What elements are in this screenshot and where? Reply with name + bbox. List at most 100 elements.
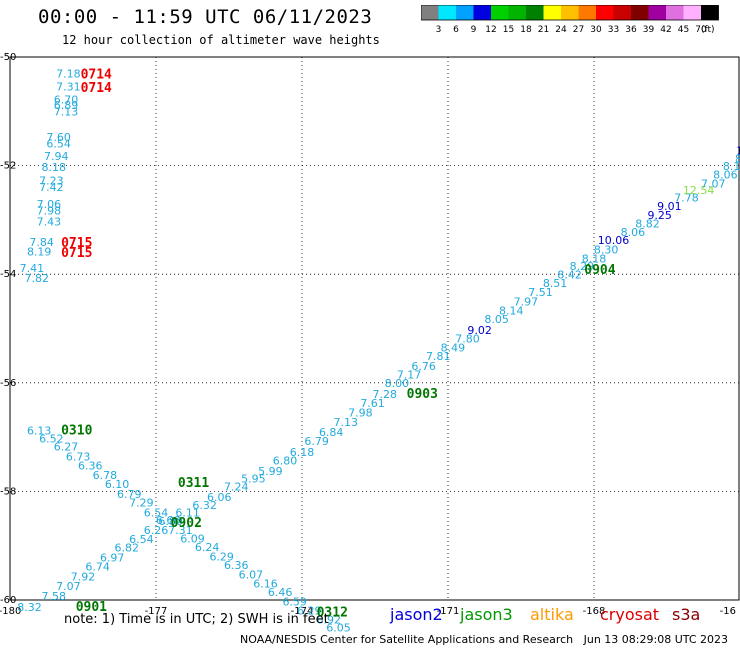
wave-height-value: 6.59 [282,595,307,608]
colorbar-swatch [701,5,719,20]
wave-height-value: 7.98 [348,406,373,419]
wave-height-value: 6.36 [78,460,103,473]
colorbar-label: 42 [660,25,671,35]
colorbar-swatch [648,5,666,20]
wave-height-value: 6.27 [54,441,79,454]
legend-jason2: jason2 [390,605,443,624]
wave-height-value: 6.13 [27,424,52,437]
wave-height-value: 6.54 [144,506,169,519]
wave-height-value: 8.05 [484,313,509,326]
page-title: 00:00 - 11:59 UTC 06/11/2023 [38,6,373,28]
colorbar-label: 9 [471,25,477,35]
wave-height-value: 8.32 [17,601,42,614]
wave-height-value: 7.31 [56,81,81,94]
pass-time-label: 0310 [61,423,92,438]
colorbar-swatch [631,5,649,20]
wave-height-value: 7.31 [168,524,193,537]
wave-height-value: 7.07 [701,177,726,190]
pass-time-label: 0715 [61,246,92,261]
pass-time-label: 0903 [407,387,438,402]
wave-height-value: 6.70 [54,94,79,107]
wave-height-value: 10.06 [598,234,630,247]
colorbar-swatch [683,5,701,20]
pass-time-label: 0901 [76,600,107,615]
wave-height-value: 6.54 [129,533,154,546]
wave-height-value: 6.80 [273,454,298,467]
wave-height-value: 6.80 [158,515,183,528]
wave-height-value: 7.92 [71,570,96,583]
wave-height-value: 8.14 [499,304,524,317]
colorbar-label: 70 [695,25,707,35]
y-tick-label: -60 [0,595,16,606]
wave-height-value: 7.42 [39,181,64,194]
wave-height-value: 6.76 [411,360,436,373]
wave-height-value: 7.28 [372,388,397,401]
legend-s3a: s3a [672,605,701,624]
pass-time-label: 0714 [81,81,112,96]
wave-height-value: 6.18 [290,446,315,459]
wave-height-value: 6.97 [100,551,125,564]
wave-height-value: 6.78 [93,469,118,482]
wave-height-value: 6.29 [297,605,322,618]
wave-height-value: 6.16 [253,578,278,591]
wave-height-value: 7.82 [25,272,50,285]
colorbar-swatch [578,5,596,20]
wave-height-value: 8.51 [543,277,568,290]
wave-height-value: 8.65 [735,152,740,165]
wave-height-value: 6.79 [304,435,329,448]
colorbar-label: 33 [608,25,619,35]
wave-height-value: 11.66 [736,145,740,158]
wave-height-value: 8.18 [42,161,67,174]
colorbar-swatch [491,5,509,20]
credit-line: NOAA/NESDIS Center for Satellite Applica… [240,633,729,646]
x-tick-label: -180 [0,606,21,617]
pass-time-label: 0311 [178,476,209,491]
wave-height-value: 6.26 [144,524,169,537]
colorbar-swatch [596,5,614,20]
wave-height-value: 8.00 [385,377,410,390]
colorbar-label: 18 [520,25,532,35]
wave-height-value: 8.06 [621,226,646,239]
colorbar-swatch [508,5,526,20]
wave-height-value: 7.06 [37,198,62,211]
wave-height-value: 7.84 [29,236,54,249]
colorbar-label: 36 [625,25,637,35]
wave-height-value: 6.54 [46,138,71,151]
colorbar-label: 15 [503,25,514,35]
wave-height-value: 7.51 [528,286,553,299]
y-tick-label: -56 [0,378,16,389]
wave-height-value: 9.25 [647,209,672,222]
wave-height-value: 6.11 [175,506,200,519]
wave-height-value: 7.13 [334,416,359,429]
footer-note: note: 1) Time is in UTC; 2) SWH is in fe… [64,612,329,627]
colorbar-swatch [561,5,579,20]
x-tick-label: -177 [145,606,168,617]
wave-height-value: 6.29 [209,550,234,563]
wave-height-value: 6.89 [54,99,79,112]
wave-height-value: 6.06 [207,491,232,504]
colorbar-label: 21 [538,25,549,35]
wave-height-value: 6.82 [115,542,140,555]
wave-height-value: 7.78 [674,191,699,204]
colorbar-swatch [421,5,439,20]
colorbar-swatch [613,5,631,20]
wave-height-value: 7.23 [39,175,64,188]
x-tick-label: -16 [720,606,736,617]
wave-height-value: 7.98 [37,204,62,217]
page-subtitle: 12 hour collection of altimeter wave hei… [62,33,380,47]
wave-height-value: 7.07 [56,580,81,593]
colorbar-label: 6 [453,25,459,35]
wave-height-value: 6.73 [66,450,91,463]
wave-height-value: 6.09 [180,532,205,545]
wave-height-value: 8.29 [570,260,595,273]
wave-height-value: 7.97 [514,296,539,309]
wave-height-value: 7.24 [224,480,249,493]
wave-height-value: 7.18 [56,68,81,81]
x-tick-label: -171 [437,606,460,617]
wave-height-value: 7.29 [129,497,154,510]
colorbar-swatch [666,5,684,20]
pass-time-label: 0715 [61,236,92,251]
wave-height-value: 8.42 [557,269,582,282]
wave-height-value: 5.99 [258,465,283,478]
wave-height-value: 7.60 [46,131,71,144]
